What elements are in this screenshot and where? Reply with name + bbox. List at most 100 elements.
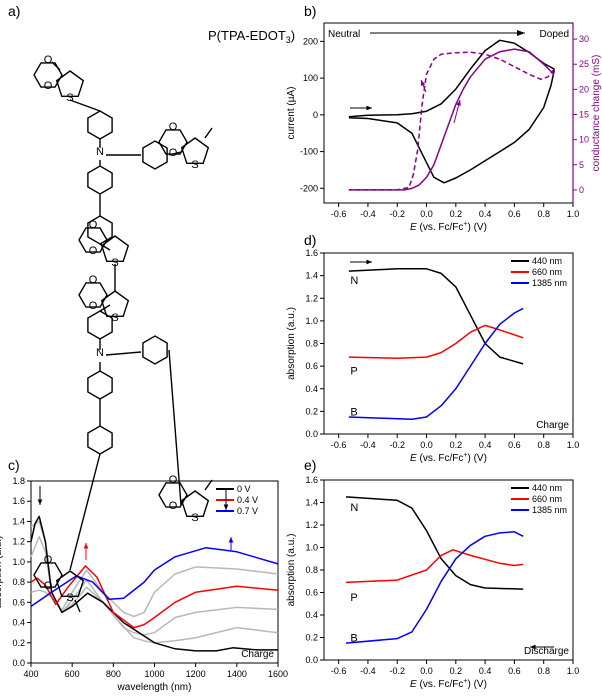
panel-label: c) bbox=[8, 457, 20, 473]
series-line-0.4V bbox=[30, 565, 279, 629]
x-tick-label: 1000 bbox=[144, 669, 164, 679]
legend-label: 0.7 V bbox=[237, 506, 258, 516]
series-line-660nm bbox=[345, 549, 524, 584]
x-tick-label: -0.6 bbox=[331, 209, 347, 219]
atom-label: S bbox=[191, 159, 198, 171]
x-axis-label: E (vs. Fc/Fc+) (V) bbox=[410, 221, 487, 233]
bond bbox=[69, 453, 101, 571]
series-line-660nm bbox=[348, 324, 524, 359]
benzene-ring bbox=[87, 425, 113, 455]
atom-label: O bbox=[89, 245, 98, 257]
x-tick-label: 1.0 bbox=[567, 666, 580, 676]
x-tick-label: 0.0 bbox=[420, 209, 433, 219]
benzene-ring bbox=[78, 282, 108, 308]
y-tick-label: 0.6 bbox=[305, 588, 318, 598]
x-tick-label: -0.2 bbox=[389, 666, 405, 676]
curve-label: P bbox=[350, 592, 357, 604]
x-tick-label: -0.6 bbox=[331, 666, 347, 676]
x-tick-label: 0.2 bbox=[450, 666, 463, 676]
annotation-text: Charge bbox=[241, 649, 274, 660]
atom-label: S bbox=[111, 257, 118, 269]
decrease-arrow-head bbox=[223, 504, 229, 510]
x-tick-label: 0.4 bbox=[479, 440, 492, 450]
x-tick-label: 600 bbox=[65, 669, 80, 679]
y-tick-label: 0.8 bbox=[12, 577, 25, 587]
y-tick-label: 1.8 bbox=[12, 476, 25, 486]
x-tick-label: 0.8 bbox=[537, 666, 550, 676]
legend-label: 660 nm bbox=[532, 494, 562, 504]
y-tick-label: 0.4 bbox=[305, 610, 318, 620]
x-tick-label: 1400 bbox=[227, 669, 247, 679]
atom-label: S bbox=[111, 312, 118, 324]
legend-label: 660 nm bbox=[532, 267, 562, 277]
legend-label: 0.4 V bbox=[237, 495, 258, 505]
benzene-ring bbox=[158, 129, 188, 155]
annotation-neutral: Neutral bbox=[328, 29, 360, 40]
x-tick-label: -0.4 bbox=[360, 440, 376, 450]
series-line-0.7V bbox=[30, 546, 279, 608]
series-line bbox=[348, 51, 555, 191]
x-tick-label: 1.0 bbox=[567, 209, 580, 219]
y2-tick-label: 10 bbox=[579, 135, 589, 145]
benzene-ring bbox=[158, 482, 188, 508]
benzene-ring bbox=[87, 310, 113, 340]
y-tick-label: 0.4 bbox=[305, 384, 318, 394]
benzene-ring bbox=[33, 562, 63, 588]
atom-label: O bbox=[169, 474, 178, 486]
y-tick-label: 0.0 bbox=[305, 655, 318, 665]
y-tick-label: 1.4 bbox=[305, 498, 318, 508]
y-tick-label: 0.0 bbox=[12, 658, 25, 668]
y-tick-label: 0.6 bbox=[12, 597, 25, 607]
increase-arrow-head bbox=[83, 543, 89, 549]
atom-label: O bbox=[89, 219, 98, 231]
series-line-0V bbox=[30, 515, 278, 652]
atom-label: O bbox=[44, 580, 53, 592]
chemical-structure bbox=[33, 61, 213, 613]
y-tick-label: 0.2 bbox=[305, 633, 318, 643]
y-axis-label: current (µA) bbox=[286, 87, 297, 140]
series-line-440nm bbox=[345, 496, 524, 590]
x-tick-label: 1600 bbox=[268, 669, 288, 679]
bond bbox=[204, 127, 213, 139]
forward-arrow-head bbox=[456, 100, 461, 106]
legend-label: 440 nm bbox=[532, 256, 562, 266]
x-tick-label: 400 bbox=[23, 669, 38, 679]
y-tick-label: 1.4 bbox=[305, 271, 318, 281]
benzene-ring bbox=[33, 62, 63, 88]
series-line bbox=[348, 39, 555, 184]
x-tick-label: -0.2 bbox=[389, 209, 405, 219]
x-tick-label: 0.2 bbox=[450, 209, 463, 219]
plot-frame bbox=[323, 22, 574, 204]
annotation-doped: Doped bbox=[540, 29, 569, 40]
y-tick-label: 0 bbox=[313, 110, 318, 120]
atom-label: O bbox=[169, 121, 178, 133]
chart-b: -0.6 -0.4 -0.2 0.0 0.2 0.4 0.6 0.8 1.0 -200 -100 0 1… bbox=[286, 22, 602, 233]
y-tick-label: 1.2 bbox=[305, 293, 318, 303]
curve-label: N bbox=[350, 275, 358, 287]
x-axis-label: E (vs. Fc/Fc+) (V) bbox=[410, 678, 487, 690]
y2-tick-label: 0 bbox=[579, 185, 584, 195]
y-tick-label: 1.0 bbox=[305, 316, 318, 326]
y-tick-label: 0.4 bbox=[12, 618, 25, 628]
scan-direction-arrow-head bbox=[366, 105, 372, 111]
y-tick-label: 1.2 bbox=[12, 537, 25, 547]
x-tick-label: 0.6 bbox=[508, 666, 521, 676]
y-tick-label: 0.6 bbox=[305, 361, 318, 371]
scan-direction-arrow-head bbox=[366, 259, 372, 265]
x-tick-label: 1.0 bbox=[567, 440, 580, 450]
chart-e: -0.6 -0.4 -0.2 0.0 0.2 0.4 0.6 0.8 1.0 0.0 0.2 0.4 0… bbox=[286, 475, 579, 690]
y2-axis-label: conductance change (mS) bbox=[591, 55, 602, 172]
x-tick-label: 0.0 bbox=[420, 666, 433, 676]
chart-d: -0.6 -0.4 -0.2 0.0 0.2 0.4 0.6 0.8 1.0 0.0 0.2 0.4 0… bbox=[286, 248, 579, 464]
x-tick-label: 0.6 bbox=[508, 209, 521, 219]
x-tick-label: 0.8 bbox=[537, 209, 550, 219]
benzene-ring bbox=[87, 165, 113, 195]
atom-label: S bbox=[66, 592, 73, 604]
atom-label: O bbox=[44, 554, 53, 566]
y-tick-label: 0.8 bbox=[305, 565, 318, 575]
y2-tick-label: 20 bbox=[579, 84, 589, 94]
y-tick-label: 0.2 bbox=[12, 638, 25, 648]
series-line bbox=[348, 48, 555, 191]
benzene-ring bbox=[142, 140, 168, 170]
x-tick-label: 0.2 bbox=[450, 440, 463, 450]
